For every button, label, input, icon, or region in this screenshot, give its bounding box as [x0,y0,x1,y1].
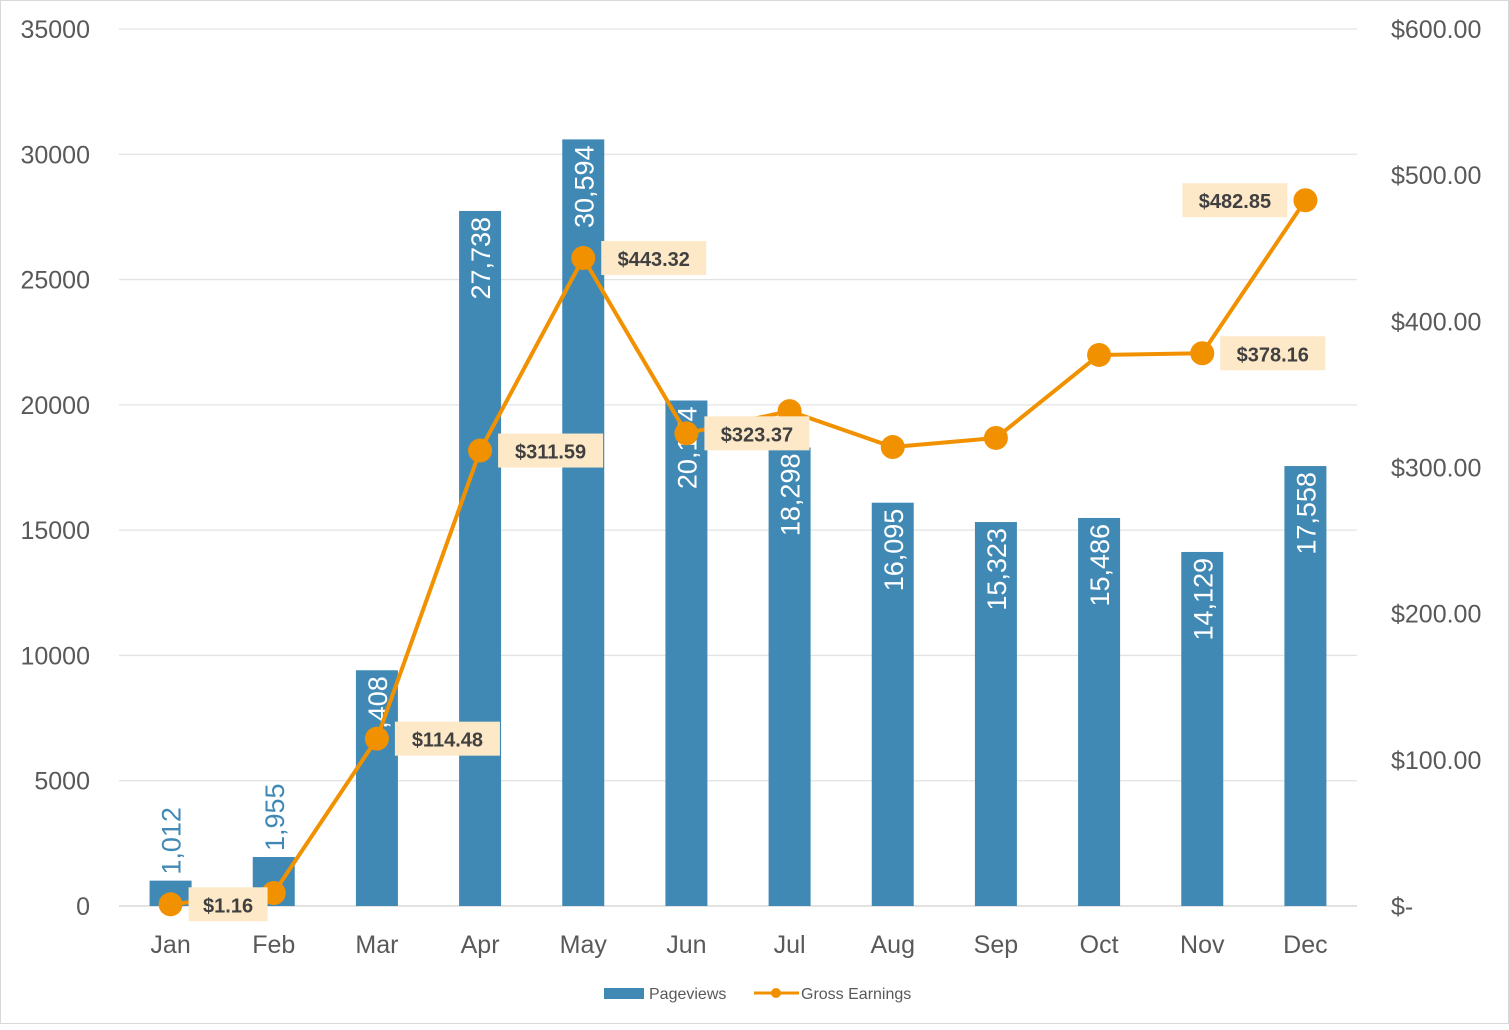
line-point [1293,188,1318,213]
y-left-tick-label: 5000 [34,768,90,796]
y-right-tick-label: $400.00 [1391,308,1481,336]
x-tick-label: Jul [774,931,806,959]
bar-pageviews [1181,551,1224,906]
line-gross-earnings [170,199,1308,907]
x-tick-label: May [560,931,608,959]
line-point [261,880,286,905]
data-label-bg [394,721,500,756]
line-data-label: $114.48 [412,730,483,752]
bar-pageviews [459,210,502,906]
data-label-bg [704,416,810,451]
legend-marker [771,988,781,998]
y-left-tick-label: 10000 [20,642,90,670]
bar-pageviews [665,400,708,906]
line-point [674,421,699,446]
line-point [468,438,493,463]
y-left-tick-label: 20000 [20,392,90,420]
x-tick-label: Aug [871,931,915,959]
y-left-tick-label: 0 [76,893,90,921]
y-right-tick-label: $300.00 [1391,455,1481,483]
bar-data-label: 30,594 [569,145,599,228]
bar-data-label: 17,558 [1291,472,1321,555]
bar-pageviews [1078,517,1121,906]
y-left-tick-label: 30000 [20,141,90,169]
data-label-bg [498,433,604,468]
line-data-label: $482.85 [1199,191,1271,213]
y-right-tick-label: $- [1391,893,1413,921]
bar-data-label: 1,955 [260,783,290,851]
legend-label-pageviews: Pageviews [649,986,726,1003]
x-tick-label: Jan [150,931,190,959]
line-point [364,726,389,751]
line-data-label: $443.32 [618,249,690,271]
x-tick-label: Oct [1080,931,1119,959]
y-left-tick-label: 15000 [20,517,90,545]
line-point [571,246,596,271]
y-right-tick-label: $200.00 [1391,601,1481,629]
line-data-label: $311.59 [515,442,586,464]
x-tick-label: Dec [1283,931,1327,959]
line-point [1190,341,1215,366]
x-tick-label: Nov [1180,931,1225,959]
line-point [158,892,183,917]
bar-data-label: 18,298 [776,454,806,537]
legend-label-gross-earnings: Gross Earnings [801,986,911,1003]
line-point [1087,342,1112,367]
x-tick-label: Apr [461,931,500,959]
x-tick-label: Jun [666,931,706,959]
bar-data-label: 14,129 [1188,558,1218,641]
x-tick-label: Mar [355,931,398,959]
bar-pageviews [1284,466,1327,906]
x-tick-label: Sep [974,931,1018,959]
bar-data-label: 27,738 [466,217,496,300]
y-right-tick-label: $600.00 [1391,16,1481,44]
line-data-label: $378.16 [1237,344,1309,366]
data-label-bg [188,887,268,922]
y-left-tick-label: 35000 [20,16,90,44]
legend-swatch-pageviews [604,988,644,999]
bar-pageviews [768,447,811,906]
data-label-bg [1182,183,1288,218]
line-point [983,425,1008,450]
y-left-tick-label: 25000 [20,267,90,295]
x-tick-label: Feb [252,931,295,959]
y-right-tick-label: $500.00 [1391,162,1481,190]
data-label-bg [1220,336,1326,371]
line-data-label: $1.16 [203,895,253,917]
bar-data-label: 1,012 [157,807,187,875]
bar-pageviews [974,522,1017,906]
bar-data-label: 15,486 [1085,524,1115,607]
bar-pageviews [871,502,914,906]
line-point [880,435,905,460]
line-data-label: $323.37 [721,424,793,446]
data-label-bg [601,241,707,276]
bar-data-label: 16,095 [879,509,909,592]
y-right-tick-label: $100.00 [1391,747,1481,775]
bar-data-label: 15,323 [982,528,1012,611]
bar-pageviews [355,670,398,906]
